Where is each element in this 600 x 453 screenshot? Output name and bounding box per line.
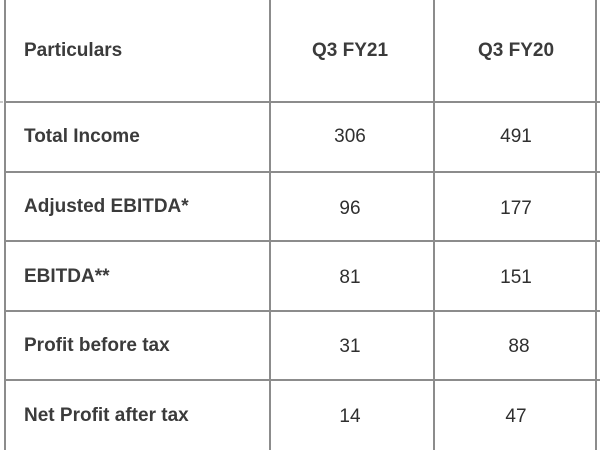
value-total-income-q3fy21: 306 xyxy=(334,126,366,147)
table-cell: 306 xyxy=(272,103,434,171)
grid-line-left xyxy=(4,0,6,450)
grid-line-row1 xyxy=(5,101,600,103)
table-cell: 88 xyxy=(436,312,596,382)
value-total-income-q3fy20: 491 xyxy=(500,126,532,147)
table-cell: 177 xyxy=(436,173,596,245)
grid-line-row3 xyxy=(5,240,600,242)
value-pat-q3fy21: 14 xyxy=(339,406,361,427)
row-label-total-income: Total Income xyxy=(24,126,140,147)
grid-line-row2 xyxy=(5,171,600,173)
grid-line-row4 xyxy=(5,310,600,312)
grid-line-row5 xyxy=(5,379,600,381)
table-row-label: Profit before tax xyxy=(7,312,270,379)
table-cell: 81 xyxy=(272,242,434,314)
table-cell: 31 xyxy=(272,312,434,382)
grid-line-right xyxy=(595,0,597,450)
header-q3fy21: Q3 FY21 xyxy=(272,0,434,101)
value-pat-q3fy20: 47 xyxy=(505,406,527,427)
header-q3fy20-text: Q3 FY20 xyxy=(477,39,555,61)
row-label-adjusted-ebitda: Adjusted EBITDA* xyxy=(24,195,189,217)
row-label-ebitda: EBITDA** xyxy=(24,266,110,287)
row-label-profit-before-tax: Profit before tax xyxy=(24,334,170,356)
table-row-label: Adjusted EBITDA* xyxy=(7,173,270,240)
table-row-label: Net Profit after tax xyxy=(7,381,270,450)
table-cell: 151 xyxy=(436,242,596,314)
table-cell: 47 xyxy=(436,381,596,453)
value-ebitda-q3fy21: 81 xyxy=(339,267,361,288)
grid-line-stub xyxy=(0,101,3,103)
grid-line-col2 xyxy=(433,0,435,450)
value-pbt-q3fy20: 88 xyxy=(508,336,530,357)
grid-line-col1 xyxy=(269,0,271,450)
value-ebitda-q3fy20: 151 xyxy=(500,267,532,288)
value-adjusted-ebitda-q3fy21: 96 xyxy=(339,198,361,219)
header-particulars: Particulars xyxy=(7,0,270,101)
table-cell: 14 xyxy=(272,381,434,453)
value-pbt-q3fy21: 31 xyxy=(339,336,361,357)
table-row-label: Total Income xyxy=(7,103,270,171)
table-cell: 491 xyxy=(436,103,596,171)
header-q3fy20: Q3 FY20 xyxy=(436,0,596,101)
value-adjusted-ebitda-q3fy20: 177 xyxy=(500,198,532,219)
table-row-label: EBITDA** xyxy=(7,242,270,312)
row-label-net-profit-after-tax: Net Profit after tax xyxy=(24,404,189,426)
header-q3fy21-text: Q3 FY21 xyxy=(311,39,389,61)
table-cell: 96 xyxy=(272,173,434,245)
header-particulars-text: Particulars xyxy=(24,39,123,61)
